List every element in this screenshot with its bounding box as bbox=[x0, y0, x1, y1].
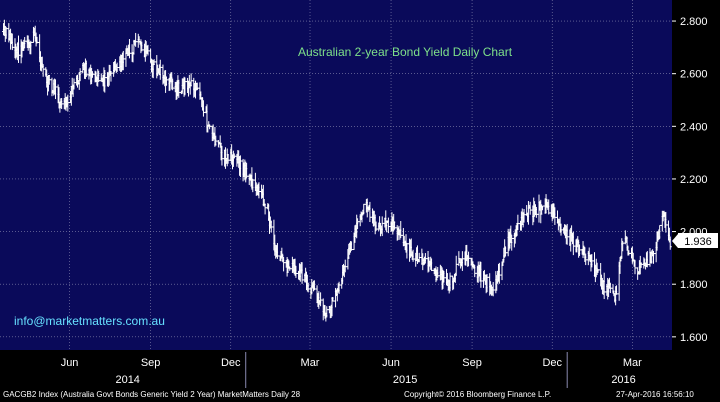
ohlc-bars bbox=[2, 19, 672, 322]
y-tick-label: 1.800 bbox=[680, 279, 708, 291]
year-label: 2014 bbox=[115, 374, 139, 386]
y-axis-panel bbox=[672, 0, 720, 388]
last-value-pointer bbox=[672, 234, 678, 248]
y-tick-label: 2.400 bbox=[680, 121, 708, 133]
grid-layer bbox=[0, 0, 672, 350]
x-tick-label: Dec bbox=[221, 357, 241, 369]
year-label: 2015 bbox=[393, 374, 417, 386]
y-tick-label: 2.800 bbox=[680, 16, 708, 28]
x-tick-label: Mar bbox=[623, 357, 642, 369]
y-tick-label: 1.600 bbox=[680, 332, 708, 344]
x-tick-label: Jun bbox=[382, 357, 400, 369]
last-value-label: 1.936 bbox=[684, 236, 712, 248]
footer-copyright: Copyright© 2016 Bloomberg Finance L.P. bbox=[404, 390, 552, 399]
y-tick-label: 2.600 bbox=[680, 69, 708, 81]
x-tick-label: Sep bbox=[141, 357, 161, 369]
x-tick-label: Mar bbox=[301, 357, 320, 369]
year-label: 2016 bbox=[611, 374, 635, 386]
last-value-box bbox=[678, 233, 718, 248]
x-tick-label: Dec bbox=[542, 357, 562, 369]
x-tick-label: Jun bbox=[61, 357, 79, 369]
contact-annotation: info@marketmatters.com.au bbox=[14, 314, 165, 328]
footer-ticker-description: GACGB2 Index (Australia Govt Bonds Gener… bbox=[3, 390, 301, 399]
last-value-marker: 1.936 bbox=[672, 233, 718, 248]
x-axis: Jun Sep Dec Mar Jun Sep Dec Mar 2014 2015 2016 bbox=[61, 352, 642, 388]
chart-title: Australian 2-year Bond Yield Daily Chart bbox=[298, 45, 513, 59]
y-tick-label: 2.200 bbox=[680, 174, 708, 186]
ohlc-bar bbox=[668, 236, 672, 250]
footer-bar: GACGB2 Index (Australia Govt Bonds Gener… bbox=[0, 388, 720, 402]
x-axis-panel bbox=[0, 350, 672, 388]
x-tick-label: Sep bbox=[462, 357, 482, 369]
footer-timestamp: 27-Apr-2016 16:56:10 bbox=[616, 390, 694, 399]
